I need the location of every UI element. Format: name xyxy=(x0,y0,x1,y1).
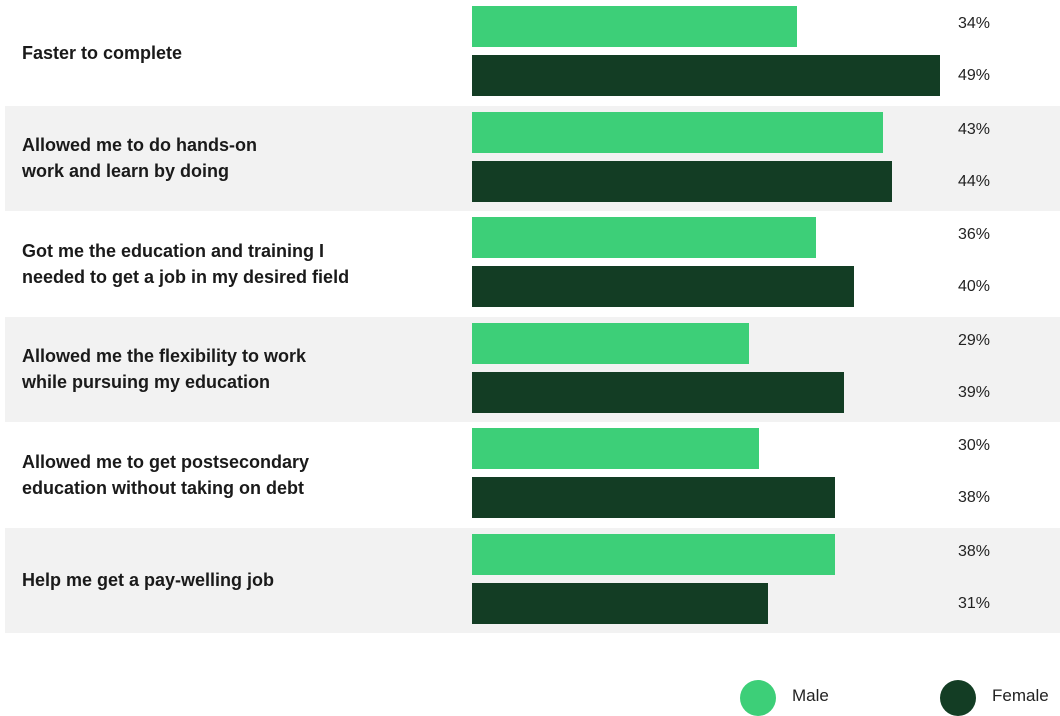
male-bar xyxy=(472,111,883,153)
male-value-label: 36% xyxy=(958,226,991,243)
female-value-label: 31% xyxy=(958,594,991,612)
female-value-label: 40% xyxy=(958,278,991,295)
legend-male-label: Male xyxy=(792,686,829,705)
male-bar xyxy=(472,322,749,364)
female-bar xyxy=(472,55,940,96)
category-label: Got me the education and training I need… xyxy=(22,240,350,287)
legend-male-swatch xyxy=(740,680,776,716)
male-bar xyxy=(472,217,816,258)
legend-female-label: Female xyxy=(992,686,1049,705)
category-label: Help me get a pay-welling job xyxy=(22,570,275,591)
male-bar xyxy=(472,6,797,47)
female-bar xyxy=(472,371,845,413)
male-value-label: 34% xyxy=(958,15,991,32)
category-label: Allowed me to get postsecondary educatio… xyxy=(22,451,310,498)
female-bar xyxy=(472,160,893,202)
female-value-label: 44% xyxy=(958,172,991,190)
legend-female-swatch xyxy=(940,680,976,716)
male-value-label: 29% xyxy=(958,331,991,349)
male-value-label: 30% xyxy=(958,437,991,454)
chart-legend: Male Female xyxy=(0,672,1060,716)
female-value-label: 38% xyxy=(958,489,991,506)
male-value-label: 38% xyxy=(958,542,991,560)
male-value-label: 43% xyxy=(958,120,991,138)
category-label: Allowed me to do hands-on work and learn… xyxy=(22,135,257,182)
female-value-label: 49% xyxy=(958,67,991,84)
male-bar xyxy=(472,533,835,575)
category-label: Allowed me the flexibility to work while… xyxy=(22,346,307,393)
female-value-label: 39% xyxy=(958,383,991,401)
male-bar xyxy=(472,428,759,469)
female-bar xyxy=(472,266,855,307)
female-bar xyxy=(472,477,835,518)
category-label: Faster to complete xyxy=(22,42,183,63)
grouped-bar-chart: Faster to complete 34% 49% Allowed me to do… xyxy=(5,6,1060,633)
female-bar xyxy=(472,582,769,624)
